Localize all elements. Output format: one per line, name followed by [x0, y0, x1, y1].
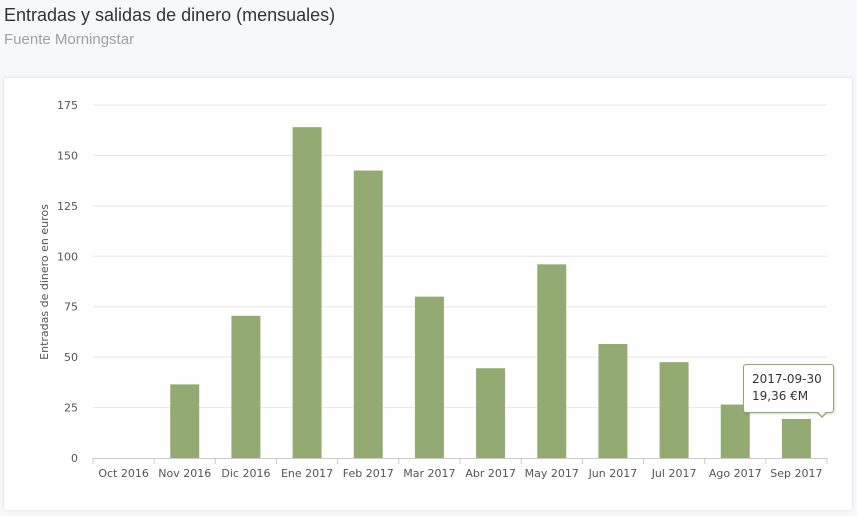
x-tick-label: Nov 2016: [158, 467, 211, 480]
tooltip-date: 2017-09-30: [752, 372, 822, 386]
x-tick-label: Sep 2017: [770, 467, 822, 480]
bar[interactable]: [476, 368, 506, 458]
bar[interactable]: [414, 296, 444, 458]
x-axis: Oct 2016 Nov 2016 Dic 2016 Ene 2017 Feb 2017…: [92, 458, 828, 480]
x-tick-label: Mar 2017: [403, 467, 455, 480]
chart-subtitle: Fuente Morningstar: [4, 31, 135, 48]
x-tick-label: Oct 2016: [98, 467, 149, 480]
tooltip: 2017-09-30 19,36 €M: [743, 364, 834, 413]
grid-lines: [93, 104, 827, 409]
x-tick-label: Jun 2017: [588, 467, 638, 480]
y-tick-label: 50: [64, 351, 78, 364]
x-tick-label: Abr 2017: [465, 467, 516, 480]
y-axis-label: Entradas de dinero en euros: [38, 204, 51, 360]
y-tick-label: 100: [57, 250, 78, 263]
x-tick-label: Ene 2017: [281, 467, 333, 480]
bar[interactable]: [231, 315, 261, 458]
chart-title: Entradas y salidas de dinero (mensuales): [4, 5, 336, 25]
y-tick-label: 175: [57, 99, 78, 112]
bars: [170, 127, 811, 459]
x-tick-label: Ago 2017: [709, 467, 762, 480]
bar[interactable]: [781, 418, 811, 458]
y-tick-label: 75: [64, 301, 78, 314]
y-tick-label: 125: [57, 200, 78, 213]
bar[interactable]: [537, 264, 567, 458]
y-axis-ticks: 0 25 50 75 100 125 150 175: [57, 99, 78, 465]
bar[interactable]: [170, 384, 200, 458]
x-tick-label: May 2017: [525, 467, 579, 480]
x-tick-label: Feb 2017: [343, 467, 394, 480]
tooltip-caret-inner: [817, 411, 827, 416]
bar[interactable]: [720, 404, 750, 458]
y-tick-label: 0: [71, 452, 78, 465]
x-tick-label: Jul 2017: [651, 467, 697, 480]
bar[interactable]: [598, 344, 628, 458]
bar[interactable]: [353, 170, 383, 459]
chart-header: Entradas y salidas de dinero (mensuales)…: [4, 4, 335, 50]
x-tick-label: Dic 2016: [221, 467, 270, 480]
y-tick-label: 25: [64, 402, 78, 415]
y-tick-label: 150: [57, 149, 78, 162]
bar[interactable]: [292, 127, 322, 458]
bar[interactable]: [659, 362, 689, 458]
tooltip-value: 19,36 €M: [752, 389, 809, 403]
